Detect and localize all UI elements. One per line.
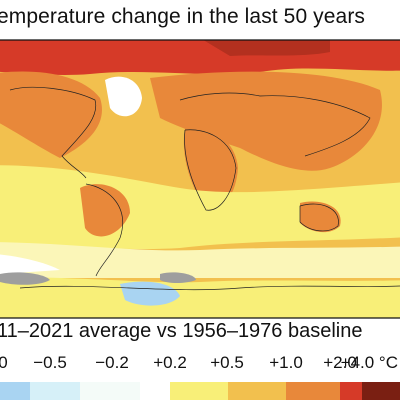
- na-warm: [0, 71, 102, 158]
- eurasia-warm: [150, 71, 382, 171]
- legend-swatch-8: [362, 382, 400, 400]
- legend-swatch-0: [0, 382, 30, 400]
- legend-tick-1: −0.5: [33, 353, 67, 372]
- no-data-patch-2: [160, 272, 196, 283]
- legend-swatch-5: [228, 382, 286, 400]
- australia-warm: [300, 201, 341, 233]
- map-subtitle: 11–2021 average vs 1956–1976 baseline: [0, 320, 363, 342]
- southern-pacific-cool: [0, 252, 60, 278]
- no-data-patch-1: [0, 272, 50, 285]
- legend-swatch-6: [286, 382, 340, 400]
- south-america-warm: [80, 184, 130, 237]
- legend-swatch-2: [80, 382, 140, 400]
- africa-warm: [183, 127, 238, 209]
- arctic-hotspot: [200, 40, 330, 56]
- map-title: emperature change in the last 50 years: [0, 5, 366, 28]
- legend-tick-7: +4.0 °C: [340, 353, 398, 372]
- antarctic-band: [0, 277, 400, 318]
- antarctic-cool: [120, 281, 180, 306]
- legend-tick-0: 0: [0, 353, 8, 372]
- legend-labels: 0 −0.5 −0.2 +0.2 +0.5 +1.0 +2.0 +4.0 °C: [0, 353, 400, 377]
- legend-swatch-4: [170, 382, 228, 400]
- color-scale-bar: [0, 382, 400, 400]
- map-field: [0, 40, 400, 318]
- north-atlantic-cool: [105, 76, 142, 117]
- legend-tick-2: −0.2: [95, 353, 129, 372]
- southern-ocean: [0, 242, 400, 278]
- map-svg: [0, 39, 400, 319]
- legend-tick-5: +1.0: [269, 353, 303, 372]
- legend-swatch-7: [340, 382, 362, 400]
- coastlines: [9, 86, 400, 291]
- legend-swatch-1: [30, 382, 80, 400]
- legend-swatch-3: [140, 382, 170, 400]
- world-temperature-map: [0, 38, 400, 320]
- legend-tick-3: +0.2: [153, 353, 187, 372]
- legend-tick-6: +2.0: [323, 353, 357, 372]
- legend-tick-4: +0.5: [210, 353, 244, 372]
